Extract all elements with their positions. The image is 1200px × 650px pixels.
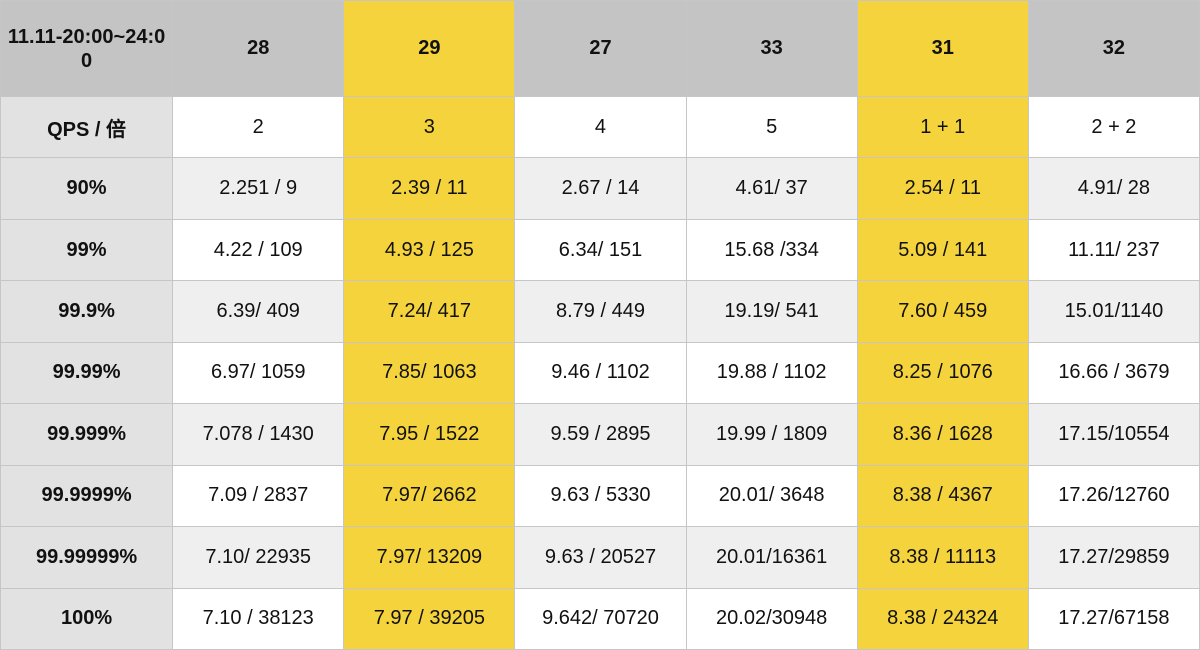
column-header: 31 [856, 0, 1029, 97]
table-cell: 8.25 / 1076 [856, 341, 1029, 405]
table-row: 99.9% 6.39/ 409 7.24/ 417 8.79 / 449 19.19/ … [0, 280, 1200, 343]
table-cell: 19.88 / 1102 [685, 341, 858, 405]
table-cell: 7.85/ 1063 [343, 341, 516, 405]
row-header: 99.999% [0, 403, 174, 466]
row-header: 99% [0, 218, 174, 282]
table-cell: 9.63 / 5330 [514, 464, 687, 528]
table-cell: 6.97/ 1059 [172, 341, 345, 405]
table-cell: 2.39 / 11 [343, 157, 516, 220]
table-cell: 2 [172, 95, 345, 159]
table-cell: 7.97/ 2662 [343, 464, 516, 528]
table-cell: 9.63 / 20527 [514, 526, 687, 589]
table-cell: 2.251 / 9 [172, 157, 345, 220]
table-cell: 6.34/ 151 [514, 218, 687, 282]
table-cell: 4.61/ 37 [685, 157, 858, 220]
table-cell: 17.27/29859 [1027, 526, 1200, 589]
table-cell: 9.59 / 2895 [514, 403, 687, 466]
table-cell: 2.54 / 11 [856, 157, 1029, 220]
table-cell: 7.60 / 459 [856, 280, 1029, 343]
table-cell: 5 [685, 95, 858, 159]
table-cell: 8.38 / 11113 [856, 526, 1029, 589]
table-row: 99.999% 7.078 / 1430 7.95 / 1522 9.59 / 289… [0, 403, 1200, 466]
table-cell: 16.66 / 3679 [1027, 341, 1200, 405]
table-cell: 17.27/67158 [1027, 587, 1200, 650]
table-cell: 2 + 2 [1027, 95, 1200, 159]
table-cell: 15.01/1140 [1027, 280, 1200, 343]
table-cell: 19.99 / 1809 [685, 403, 858, 466]
table-cell: 19.19/ 541 [685, 280, 858, 343]
table-cell: 20.01/ 3648 [685, 464, 858, 528]
table-row: 99.9999% 7.09 / 2837 7.97/ 2662 9.63 / 5330… [0, 464, 1200, 528]
table-row: 90% 2.251 / 9 2.39 / 11 2.67 / 14 4.61/ 37 2.… [0, 157, 1200, 220]
table-cell: 15.68 /334 [685, 218, 858, 282]
table-cell: 7.95 / 1522 [343, 403, 516, 466]
table-cell: 4.91/ 28 [1027, 157, 1200, 220]
header-row: 11.11-20:00~24:00 28 29 27 33 31 32 [0, 0, 1200, 97]
table-cell: 20.02/30948 [685, 587, 858, 650]
row-header: 99.9% [0, 280, 174, 343]
table-cell: 7.09 / 2837 [172, 464, 345, 528]
column-header: 33 [685, 0, 858, 97]
table-cell: 9.642/ 70720 [514, 587, 687, 650]
column-header: 29 [343, 0, 516, 97]
table-row: 99.99% 6.97/ 1059 7.85/ 1063 9.46 / 1102 19.… [0, 341, 1200, 405]
column-header: 28 [172, 0, 345, 97]
table-cell: 17.26/12760 [1027, 464, 1200, 528]
table-cell: 7.10/ 22935 [172, 526, 345, 589]
column-header: 27 [514, 0, 687, 97]
table-cell: 4.93 / 125 [343, 218, 516, 282]
table-cell: 8.36 / 1628 [856, 403, 1029, 466]
table-cell: 7.97/ 13209 [343, 526, 516, 589]
table-cell: 8.79 / 449 [514, 280, 687, 343]
table-row: 99% 4.22 / 109 4.93 / 125 6.34/ 151 15.68 /3… [0, 218, 1200, 282]
column-header: 32 [1027, 0, 1200, 97]
table-cell: 5.09 / 141 [856, 218, 1029, 282]
table-cell: 2.67 / 14 [514, 157, 687, 220]
table-cell: 20.01/16361 [685, 526, 858, 589]
table-cell: 7.10 / 38123 [172, 587, 345, 650]
table-cell: 11.11/ 237 [1027, 218, 1200, 282]
table-cell: 1 + 1 [856, 95, 1029, 159]
table-cell: 4.22 / 109 [172, 218, 345, 282]
row-header: 99.9999% [0, 464, 174, 528]
table-cell: 3 [343, 95, 516, 159]
table-cell: 7.24/ 417 [343, 280, 516, 343]
table-cell: 4 [514, 95, 687, 159]
table-row: 100% 7.10 / 38123 7.97 / 39205 9.642/ 70720… [0, 587, 1200, 650]
row-header: 100% [0, 587, 174, 650]
table-cell: 8.38 / 24324 [856, 587, 1029, 650]
table-cell: 7.97 / 39205 [343, 587, 516, 650]
row-header: 99.99% [0, 341, 174, 405]
corner-cell-time-range: 11.11-20:00~24:00 [0, 0, 174, 97]
table-cell: 6.39/ 409 [172, 280, 345, 343]
row-header: QPS / 倍 [0, 95, 174, 159]
table-cell: 9.46 / 1102 [514, 341, 687, 405]
table-row: 99.99999% 7.10/ 22935 7.97/ 13209 9.63 / 20… [0, 526, 1200, 589]
table-cell: 17.15/10554 [1027, 403, 1200, 466]
row-header: 90% [0, 157, 174, 220]
row-header: 99.99999% [0, 526, 174, 589]
table-cell: 7.078 / 1430 [172, 403, 345, 466]
table-cell: 8.38 / 4367 [856, 464, 1029, 528]
